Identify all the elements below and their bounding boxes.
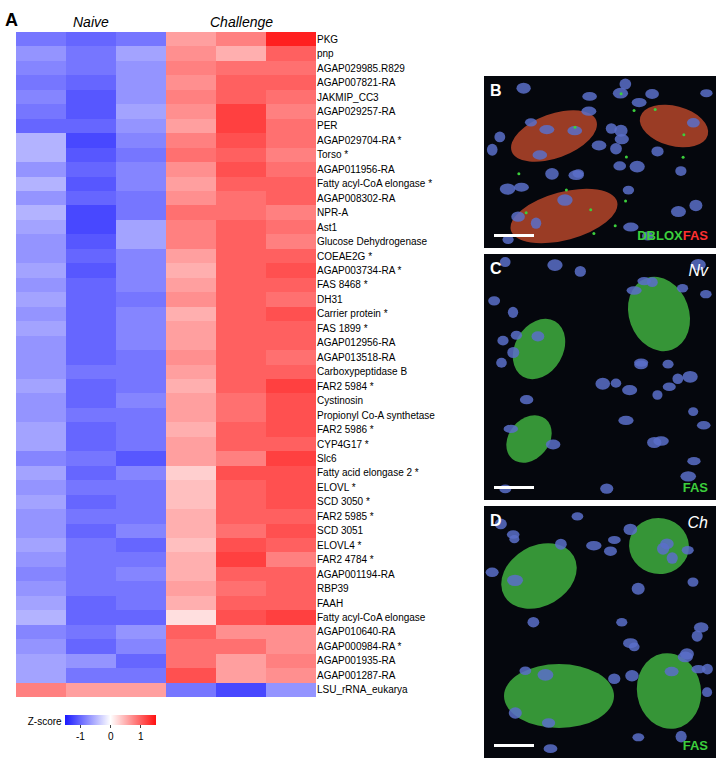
svg-text:FAS 1899 *: FAS 1899 * bbox=[317, 323, 368, 334]
svg-text:0: 0 bbox=[108, 731, 114, 742]
svg-text:AGAP001194-RA: AGAP001194-RA bbox=[317, 569, 395, 580]
svg-text:FAR2 5984 *: FAR2 5984 * bbox=[317, 381, 374, 392]
svg-text:FAAH: FAAH bbox=[317, 598, 343, 609]
svg-text:LSU_rRNA_eukarya: LSU_rRNA_eukarya bbox=[317, 684, 408, 695]
svg-text:A: A bbox=[5, 10, 18, 30]
svg-text:JAKMIP_CC3: JAKMIP_CC3 bbox=[317, 92, 379, 103]
svg-text:ELOVL4 *: ELOVL4 * bbox=[317, 540, 362, 551]
svg-text:pnp: pnp bbox=[317, 48, 334, 59]
svg-text:FAR2 5985 *: FAR2 5985 * bbox=[317, 511, 374, 522]
svg-text:SCD 3050 *: SCD 3050 * bbox=[317, 496, 370, 507]
svg-text:Fatty acyl-CoA elongase *: Fatty acyl-CoA elongase * bbox=[317, 178, 432, 189]
svg-text:D: D bbox=[490, 512, 502, 529]
svg-text:Z-score: Z-score bbox=[28, 716, 62, 727]
svg-text:NPR-A: NPR-A bbox=[317, 207, 348, 218]
svg-text:Naive: Naive bbox=[73, 14, 109, 30]
svg-text:Nv: Nv bbox=[688, 262, 709, 279]
svg-text:PKG: PKG bbox=[317, 34, 338, 45]
svg-text:RBP39: RBP39 bbox=[317, 583, 349, 594]
svg-text:PER: PER bbox=[317, 120, 338, 131]
svg-text:AGAP003734-RA *: AGAP003734-RA * bbox=[317, 265, 402, 276]
svg-text:Fatty acid elongase 2 *: Fatty acid elongase 2 * bbox=[317, 467, 419, 478]
svg-text:AGAP001935-RA: AGAP001935-RA bbox=[317, 655, 396, 666]
svg-text:FAR2 5986 *: FAR2 5986 * bbox=[317, 424, 374, 435]
svg-text:Ast1: Ast1 bbox=[317, 222, 337, 233]
svg-text:Torso *: Torso * bbox=[317, 149, 348, 160]
svg-text:C: C bbox=[490, 260, 502, 277]
svg-text:Propionyl Co-A synthetase: Propionyl Co-A synthetase bbox=[317, 410, 435, 421]
svg-text:FAS: FAS bbox=[683, 738, 709, 753]
svg-text:FAR2 4784 *: FAR2 4784 * bbox=[317, 554, 374, 565]
svg-text:AGAP010640-RA: AGAP010640-RA bbox=[317, 626, 396, 637]
svg-text:FAS: FAS bbox=[683, 480, 709, 495]
svg-text:AGAP011956-RA: AGAP011956-RA bbox=[317, 164, 395, 175]
svg-text:Slc6: Slc6 bbox=[317, 453, 337, 464]
svg-text:ELOVL *: ELOVL * bbox=[317, 482, 356, 493]
svg-text:AGAP012956-RA: AGAP012956-RA bbox=[317, 337, 396, 348]
svg-text:AGAP029704-RA *: AGAP029704-RA * bbox=[317, 135, 402, 146]
svg-text:AGAP013518-RA: AGAP013518-RA bbox=[317, 352, 396, 363]
svg-text:AGAP029985.R829: AGAP029985.R829 bbox=[317, 63, 405, 74]
svg-text:Challenge: Challenge bbox=[210, 14, 273, 30]
svg-text:Cystinosin: Cystinosin bbox=[317, 395, 363, 406]
svg-text:AGAP029257-RA: AGAP029257-RA bbox=[317, 106, 396, 117]
svg-text:SCD 3051: SCD 3051 bbox=[317, 525, 364, 536]
svg-text:DBLOXFAS: DBLOXFAS bbox=[637, 228, 708, 243]
svg-text:DH31: DH31 bbox=[317, 294, 343, 305]
svg-text:1: 1 bbox=[138, 731, 144, 742]
svg-text:Ch: Ch bbox=[688, 514, 709, 531]
svg-text:AGAP001287-RA: AGAP001287-RA bbox=[317, 670, 396, 681]
svg-text:FAS 8468 *: FAS 8468 * bbox=[317, 279, 368, 290]
svg-text:Fatty acyl-CoA elongase: Fatty acyl-CoA elongase bbox=[317, 612, 426, 623]
svg-text:CYP4G17 *: CYP4G17 * bbox=[317, 439, 369, 450]
svg-text:Carboxypeptidase B: Carboxypeptidase B bbox=[317, 366, 407, 377]
svg-text:-1: -1 bbox=[76, 731, 85, 742]
svg-text:COEAE2G *: COEAE2G * bbox=[317, 251, 372, 262]
svg-text:Carrier protein *: Carrier protein * bbox=[317, 308, 388, 319]
svg-text:Glucose Dehydrogenase: Glucose Dehydrogenase bbox=[317, 236, 428, 247]
svg-text:AGAP007821-RA: AGAP007821-RA bbox=[317, 77, 396, 88]
svg-text:B: B bbox=[490, 82, 502, 99]
svg-text:AGAP000984-RA *: AGAP000984-RA * bbox=[317, 641, 402, 652]
svg-text:AGAP008302-RA: AGAP008302-RA bbox=[317, 193, 396, 204]
